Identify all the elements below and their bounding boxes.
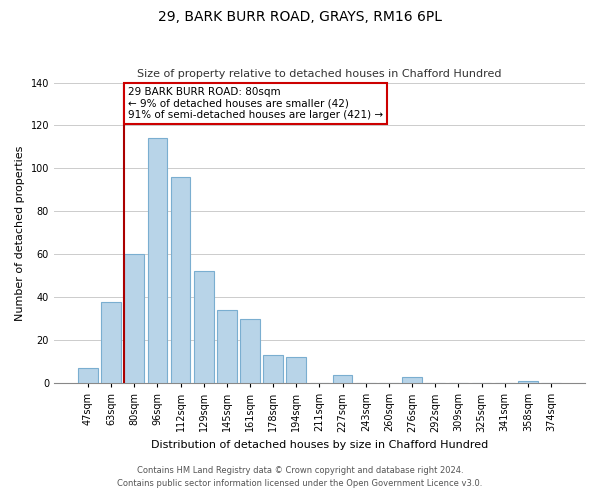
Bar xyxy=(217,310,236,383)
Bar xyxy=(170,177,190,383)
Bar xyxy=(194,272,214,383)
Bar xyxy=(148,138,167,383)
Bar xyxy=(124,254,144,383)
Bar xyxy=(263,355,283,383)
Bar xyxy=(78,368,98,383)
Bar xyxy=(101,302,121,383)
Text: Contains HM Land Registry data © Crown copyright and database right 2024.
Contai: Contains HM Land Registry data © Crown c… xyxy=(118,466,482,487)
Text: 29 BARK BURR ROAD: 80sqm
← 9% of detached houses are smaller (42)
91% of semi-de: 29 BARK BURR ROAD: 80sqm ← 9% of detache… xyxy=(128,87,383,120)
X-axis label: Distribution of detached houses by size in Chafford Hundred: Distribution of detached houses by size … xyxy=(151,440,488,450)
Bar xyxy=(240,318,260,383)
Title: Size of property relative to detached houses in Chafford Hundred: Size of property relative to detached ho… xyxy=(137,69,502,79)
Bar xyxy=(333,374,352,383)
Bar xyxy=(518,381,538,383)
Y-axis label: Number of detached properties: Number of detached properties xyxy=(15,145,25,320)
Bar xyxy=(286,358,306,383)
Text: 29, BARK BURR ROAD, GRAYS, RM16 6PL: 29, BARK BURR ROAD, GRAYS, RM16 6PL xyxy=(158,10,442,24)
Bar xyxy=(402,376,422,383)
